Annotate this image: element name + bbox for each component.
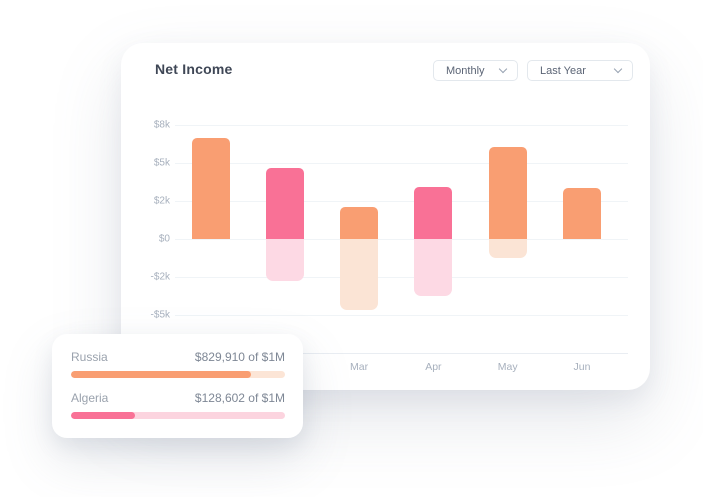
range-dropdown-value: Last Year <box>540 64 586 77</box>
progress-row-russia: Russia $829,910 of $1M <box>71 350 285 378</box>
net-income-chart: $8k$5k$2k$0-$2k-$5kJanFebMarAprMayJun <box>121 43 650 390</box>
gridline <box>175 163 628 164</box>
x-tick-label-may: May <box>497 361 518 373</box>
y-tick-label: $2k <box>153 195 170 207</box>
chevron-down-icon <box>613 64 623 74</box>
x-axis-line <box>175 353 628 354</box>
gridline <box>175 125 628 126</box>
y-tick-label: -$2k <box>150 271 170 283</box>
chevron-down-icon <box>498 64 508 74</box>
chart-bar-mar-loss <box>340 239 379 310</box>
chart-bar-feb-loss <box>265 239 304 281</box>
progress-fill <box>71 412 136 419</box>
chart-bar-may-income <box>488 146 527 239</box>
country-label: Algeria <box>71 391 109 405</box>
country-progress-card: Russia $829,910 of $1M Algeria $128,602 … <box>52 334 303 438</box>
country-label: Russia <box>71 350 108 364</box>
period-dropdown[interactable]: Monthly <box>433 60 518 81</box>
chart-bar-jun-income <box>563 188 601 239</box>
progress-fill <box>71 371 251 378</box>
card-title: Net Income <box>155 61 233 77</box>
gridline <box>175 315 628 316</box>
y-tick-label: $5k <box>153 157 170 169</box>
y-tick-label: -$5k <box>150 309 170 321</box>
gridline <box>175 277 628 278</box>
gridline <box>175 201 628 202</box>
x-tick-label-apr: Apr <box>425 361 442 373</box>
chart-bar-apr-loss <box>414 239 453 296</box>
country-value: $128,602 of $1M <box>194 391 285 405</box>
y-tick-label: $0 <box>158 233 170 245</box>
range-dropdown[interactable]: Last Year <box>527 60 633 81</box>
country-value: $829,910 of $1M <box>194 350 285 364</box>
x-tick-label-mar: Mar <box>350 361 369 373</box>
net-income-card: $8k$5k$2k$0-$2k-$5kJanFebMarAprMayJun Ne… <box>121 43 650 390</box>
chart-controls: Monthly Last Year <box>433 60 633 81</box>
x-tick-label-jun: Jun <box>573 361 591 373</box>
progress-track <box>71 371 285 378</box>
chart-bar-jan-income <box>191 137 230 239</box>
chart-bar-may-loss <box>488 239 527 258</box>
gridline <box>175 239 628 240</box>
y-tick-label: $8k <box>153 119 170 131</box>
chart-bar-feb-income <box>265 168 304 239</box>
progress-row-algeria: Algeria $128,602 of $1M <box>71 391 285 419</box>
period-dropdown-value: Monthly <box>446 64 485 77</box>
progress-track <box>71 412 285 419</box>
chart-bar-apr-income <box>414 187 453 239</box>
chart-bar-mar-income <box>340 206 379 239</box>
